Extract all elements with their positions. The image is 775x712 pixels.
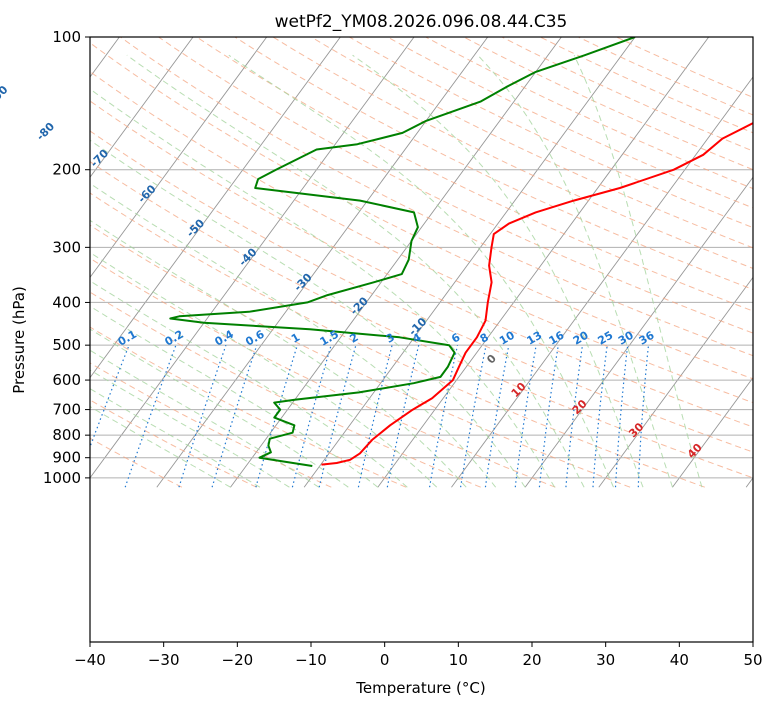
moist-adiabat-line bbox=[353, 55, 643, 487]
moist-adiabat-line bbox=[0, 55, 466, 487]
mixing-ratio-line bbox=[75, 345, 129, 487]
y-axis-label: Pressure (hPa) bbox=[10, 286, 28, 394]
moist-adiabat-line bbox=[46, 55, 555, 487]
isotherm-line bbox=[525, 33, 775, 487]
chart-title: wetPf2_YM08.2026.096.08.44.C35 bbox=[275, 12, 568, 32]
y-tick-label: 800 bbox=[52, 426, 81, 444]
dry-adiabat-label: -20 bbox=[348, 294, 371, 317]
moist-adiabat-label: 0 bbox=[484, 352, 499, 367]
mixing-ratio-label: 1 bbox=[289, 331, 302, 346]
dry-adiabat-label: -30 bbox=[291, 271, 314, 294]
y-tick-label: 500 bbox=[52, 336, 81, 354]
dry-adiabat-line bbox=[1, 33, 775, 487]
moist-adiabat-line bbox=[0, 55, 289, 487]
x-axis-label: Temperature (°C) bbox=[355, 679, 485, 697]
dry-adiabat-label: -50 bbox=[184, 216, 207, 239]
x-tick-label: 50 bbox=[743, 651, 762, 669]
mixing-ratio-line bbox=[485, 345, 508, 487]
y-tick-label: 600 bbox=[52, 371, 81, 389]
isotherm-line bbox=[9, 33, 343, 487]
mixing-ratio-label: 6 bbox=[449, 330, 462, 345]
x-tick-label: −20 bbox=[222, 651, 254, 669]
x-tick-label: 40 bbox=[670, 651, 689, 669]
dry-adiabat-line bbox=[305, 33, 775, 487]
moist-adiabat-line bbox=[0, 55, 525, 487]
sounding-profiles bbox=[170, 37, 775, 466]
mixing-ratio-line bbox=[515, 345, 536, 487]
dry-adiabat-label: -40 bbox=[236, 245, 259, 268]
dry-adiabat-line bbox=[0, 33, 257, 487]
isotherm-line bbox=[672, 33, 775, 487]
y-tick-label: 1000 bbox=[43, 469, 81, 487]
dry-adiabat-line bbox=[77, 33, 775, 487]
background-lines bbox=[0, 33, 775, 487]
x-tick-label: −40 bbox=[74, 651, 106, 669]
dry-adiabat-label: -90 bbox=[0, 83, 11, 106]
mixing-ratio-line bbox=[566, 345, 583, 487]
x-tick-label: 10 bbox=[449, 651, 468, 669]
dry-adiabat-line bbox=[381, 33, 775, 487]
isotherm-line bbox=[746, 33, 775, 487]
moist-adiabat-line bbox=[0, 55, 231, 487]
dry-adiabat-line bbox=[456, 33, 775, 487]
mixing-ratio-label: 3 bbox=[384, 331, 397, 346]
dry-adiabat-line bbox=[0, 33, 775, 487]
isotherm-line bbox=[0, 33, 122, 487]
y-tick-label: 900 bbox=[52, 449, 81, 467]
mixing-ratio-line bbox=[430, 345, 458, 487]
isotherm-line bbox=[378, 33, 712, 487]
dry-adiabat-label: -70 bbox=[88, 147, 111, 170]
isotherm-line bbox=[0, 33, 49, 487]
moist-adiabat-line bbox=[0, 55, 348, 487]
y-tick-label: 700 bbox=[52, 401, 81, 419]
dry-adiabat-label: -60 bbox=[135, 182, 158, 205]
dry-adiabat-line bbox=[115, 33, 775, 487]
dewpoint-profile-line bbox=[170, 37, 635, 466]
mixing-ratio-line bbox=[616, 345, 628, 487]
dry-adiabat-line bbox=[0, 33, 406, 487]
moist-adiabat-label: 10 bbox=[509, 380, 529, 400]
dry-adiabat-label: -80 bbox=[34, 120, 57, 143]
isotherm-line bbox=[451, 33, 775, 487]
dry-adiabat-line bbox=[0, 33, 630, 487]
moist-adiabat-line bbox=[127, 55, 584, 487]
x-tick-label: 30 bbox=[596, 651, 615, 669]
mixing-ratio-line bbox=[461, 345, 487, 487]
dry-adiabat-line bbox=[0, 33, 775, 487]
isotherm-line bbox=[0, 33, 196, 487]
x-tick-label: −30 bbox=[148, 651, 180, 669]
x-tick-label: 20 bbox=[522, 651, 541, 669]
dry-adiabat-line bbox=[532, 33, 775, 487]
x-tick-label: 0 bbox=[380, 651, 390, 669]
isotherm-line bbox=[0, 33, 270, 487]
y-tick-label: 300 bbox=[52, 238, 81, 256]
moist-adiabat-line bbox=[0, 55, 378, 487]
dry-adiabat-line bbox=[0, 33, 182, 487]
dry-adiabat-line bbox=[267, 33, 775, 487]
x-tick-label: −10 bbox=[295, 651, 327, 669]
isotherm-line bbox=[304, 33, 638, 487]
moist-adiabat-label: 20 bbox=[570, 397, 590, 417]
mixing-ratio-line bbox=[319, 345, 356, 487]
moist-adiabat-line bbox=[0, 55, 496, 487]
y-tick-label: 400 bbox=[52, 293, 81, 311]
y-tick-label: 200 bbox=[52, 161, 81, 179]
y-tick-label: 100 bbox=[52, 28, 81, 46]
dry-adiabat-line bbox=[570, 33, 775, 487]
moist-adiabat-line bbox=[478, 55, 673, 487]
dry-adiabat-line bbox=[0, 33, 331, 487]
